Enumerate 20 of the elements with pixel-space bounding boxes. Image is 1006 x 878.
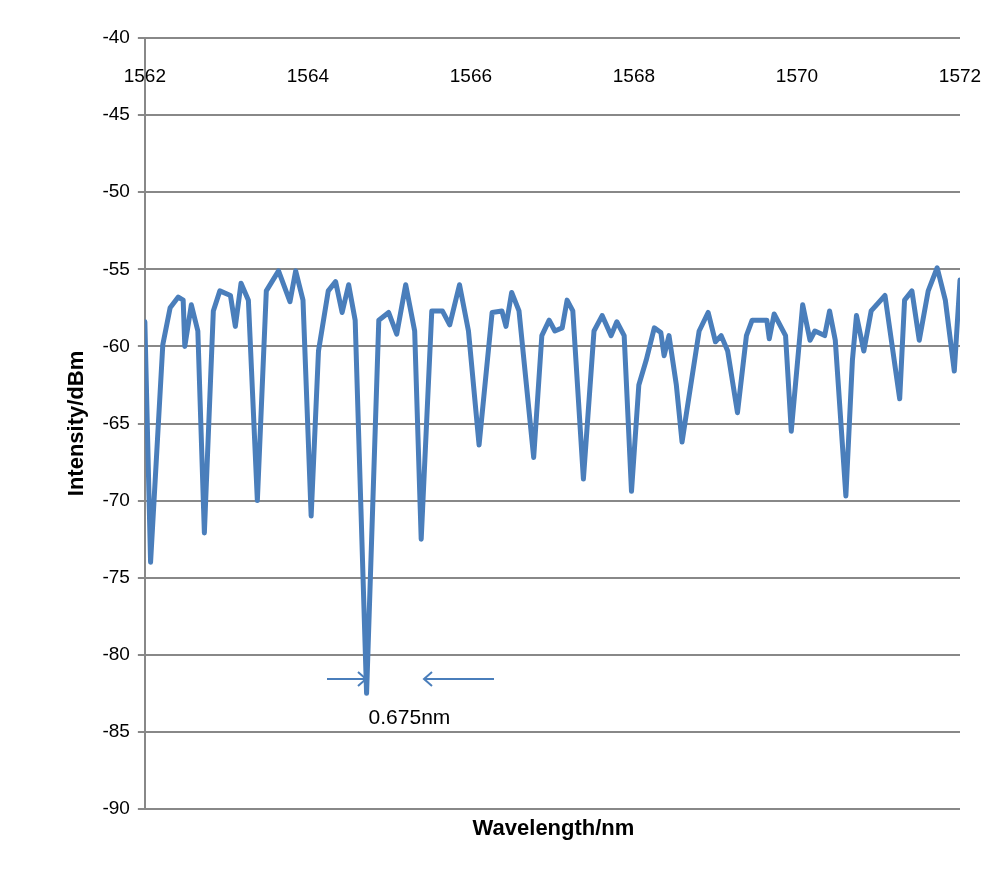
x-tick-label: 1572 [938, 65, 982, 87]
annotation: 0.675nm [368, 704, 451, 728]
y-tick-label: -70 [102, 488, 130, 510]
y-tick-label: -55 [102, 257, 130, 279]
y-tick-label: -60 [102, 334, 130, 356]
y-tick-label: -50 [102, 180, 130, 202]
y-tick-label: -65 [102, 411, 130, 433]
x-tick-label: 1568 [612, 65, 656, 87]
y-tick-label: -75 [102, 565, 130, 587]
x-tick-label: 1562 [123, 65, 166, 87]
y-tick-label: -80 [102, 643, 130, 665]
x-tick-label: 1570 [775, 65, 819, 87]
x-tick-label: 1564 [286, 65, 330, 87]
x-axis-title: Wavelength/nm [471, 815, 636, 841]
y-axis-title: Intensity/dBm [63, 350, 89, 497]
y-tick-label: -90 [102, 797, 130, 819]
y-tick-label: -40 [102, 26, 130, 48]
x-tick-label: 1566 [449, 65, 493, 87]
y-tick-label: -85 [102, 720, 130, 742]
y-tick-label: -45 [102, 103, 130, 125]
